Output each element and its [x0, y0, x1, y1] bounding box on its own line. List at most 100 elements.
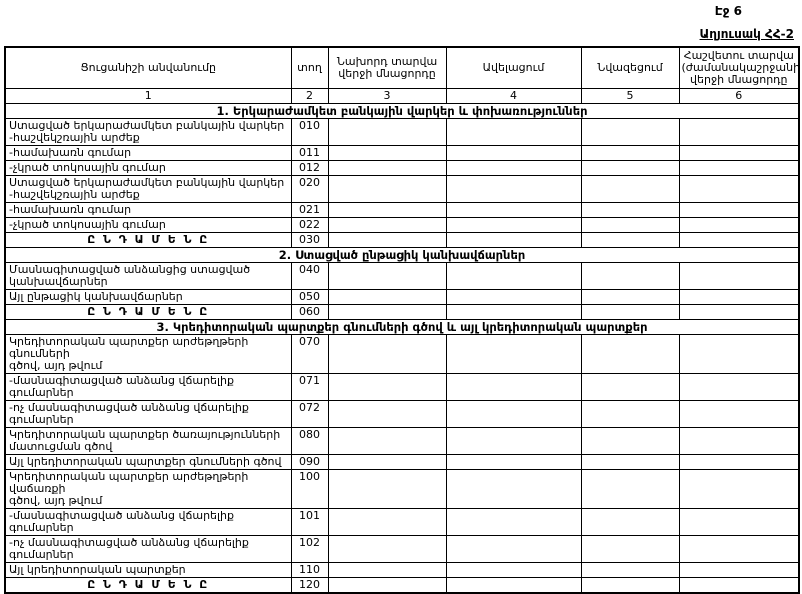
value-cell — [678, 373, 800, 401]
value-cell — [327, 145, 447, 161]
col-header-indicator-name: Ցուցանիշի անվանումը — [4, 46, 292, 89]
indicator-label: Մասնագիտացված անձանցից ստացված կանխավճար… — [4, 262, 292, 290]
total-row: Ը Ն Դ Ա Մ Ե Ն Ը 060 — [4, 304, 800, 320]
row-code: 102 — [290, 535, 329, 563]
total-label: Ը Ն Դ Ա Մ Ե Ն Ը — [4, 577, 292, 594]
value-cell — [580, 334, 680, 374]
value-cell — [580, 535, 680, 563]
column-number-3: 3 — [327, 88, 447, 104]
value-cell — [327, 577, 447, 594]
value-cell — [327, 535, 447, 563]
page-header: Էջ 6 Աղյուսակ ՀՀ-2 — [0, 0, 802, 41]
indicator-label: Ստացված երկարաժամկետ բանկային վարկեր -հա… — [4, 118, 292, 146]
value-cell — [327, 118, 447, 146]
value-cell — [445, 289, 582, 305]
value-cell — [580, 175, 680, 203]
value-cell — [445, 508, 582, 536]
item-row: Կրեդիտորական պարտքեր արժեթղթերի գնումներ… — [4, 334, 800, 374]
total-row: Ը Ն Դ Ա Մ Ե Ն Ը 030 — [4, 232, 800, 248]
value-cell — [580, 289, 680, 305]
item-row: Ստացված երկարաժամկետ բանկային վարկեր -հա… — [4, 118, 800, 146]
row-code: 060 — [290, 304, 329, 320]
value-cell — [445, 217, 582, 233]
value-cell — [580, 118, 680, 146]
value-cell — [445, 373, 582, 401]
value-cell — [445, 535, 582, 563]
value-cell — [445, 145, 582, 161]
row-code: 021 — [290, 202, 329, 218]
value-cell — [445, 469, 582, 509]
value-cell — [445, 577, 582, 594]
item-row: Այլ ընթացիկ կանխավճարներ 050 — [4, 289, 800, 305]
value-cell — [580, 232, 680, 248]
indicator-label: Այլ կրեդիտորական պարտքեր գնումների գծով — [4, 454, 292, 470]
value-cell — [580, 217, 680, 233]
value-cell — [327, 427, 447, 455]
value-cell — [445, 262, 582, 290]
col-header-prev-year-balance: Նախորդ տարվա վերջի մնացորդը — [327, 46, 447, 89]
value-cell — [580, 562, 680, 578]
value-cell — [580, 454, 680, 470]
page-number-label: Էջ 6 — [714, 4, 742, 18]
table-body: 1. Երկարաժամկետ բանկային վարկեր և փոխառո… — [4, 103, 800, 594]
item-row: -համախառն գումար 011 — [4, 145, 800, 161]
row-code: 030 — [290, 232, 329, 248]
header-row: Ցուցանիշի անվանումը տող Նախորդ տարվա վեր… — [4, 46, 800, 89]
item-row: Կրեդիտորական պարտքեր արժեթղթերի վաճառքի … — [4, 469, 800, 509]
indicator-label: -ոչ մասնագիտացված անձանց վճարելիք գումար… — [4, 535, 292, 563]
value-cell — [678, 118, 800, 146]
indicator-label: -մասնագիտացված անձանց վճարելիք գումարներ — [4, 373, 292, 401]
value-cell — [327, 175, 447, 203]
section-title: 2. Ստացված ընթացիկ կանխավճարներ — [4, 247, 800, 263]
value-cell — [678, 202, 800, 218]
item-row: Ստացված երկարաժամկետ բանկային վարկեր -հա… — [4, 175, 800, 203]
row-code: 012 — [290, 160, 329, 176]
indicator-label: -մասնագիտացված անձանց վճարելիք գումարներ — [4, 508, 292, 536]
total-row: Ը Ն Դ Ա Մ Ե Ն Ը 120 — [4, 577, 800, 594]
item-row: Մասնագիտացված անձանցից ստացված կանխավճար… — [4, 262, 800, 290]
value-cell — [678, 304, 800, 320]
value-cell — [678, 262, 800, 290]
value-cell — [678, 577, 800, 594]
section-title: 3. Կրեդիտորական պարտքեր գնումների գծով և… — [4, 319, 800, 335]
value-cell — [327, 334, 447, 374]
indicator-label: Այլ ընթացիկ կանխավճարներ — [4, 289, 292, 305]
indicator-label: Կրեդիտորական պարտքեր արժեթղթերի վաճառքի … — [4, 469, 292, 509]
indicator-label: -չկրած տոկոսային գումար — [4, 217, 292, 233]
value-cell — [580, 160, 680, 176]
indicator-label: Ստացված երկարաժամկետ բանկային վարկեր -հա… — [4, 175, 292, 203]
item-row: -չկրած տոկոսային գումար 012 — [4, 160, 800, 176]
value-cell — [678, 400, 800, 428]
row-code: 011 — [290, 145, 329, 161]
value-cell — [678, 145, 800, 161]
value-cell — [678, 562, 800, 578]
value-cell — [678, 232, 800, 248]
item-row: -ոչ մասնագիտացված անձանց վճարելիք գումար… — [4, 400, 800, 428]
indicator-label: -համախառն գումար — [4, 145, 292, 161]
value-cell — [678, 508, 800, 536]
value-cell — [327, 217, 447, 233]
row-code: 071 — [290, 373, 329, 401]
value-cell — [445, 160, 582, 176]
row-code: 072 — [290, 400, 329, 428]
indicator-label: -ոչ մասնագիտացված անձանց վճարելիք գումար… — [4, 400, 292, 428]
item-row: -չկրած տոկոսային գումար 022 — [4, 217, 800, 233]
value-cell — [678, 535, 800, 563]
value-cell — [678, 289, 800, 305]
indicator-label: -չկրած տոկոսային գումար — [4, 160, 292, 176]
value-cell — [327, 202, 447, 218]
total-label: Ը Ն Դ Ա Մ Ե Ն Ը — [4, 232, 292, 248]
value-cell — [445, 427, 582, 455]
value-cell — [327, 289, 447, 305]
col-header-decrease: Նվազեցում — [580, 46, 680, 89]
value-cell — [580, 577, 680, 594]
value-cell — [678, 469, 800, 509]
value-cell — [445, 118, 582, 146]
value-cell — [445, 304, 582, 320]
value-cell — [445, 562, 582, 578]
value-cell — [580, 373, 680, 401]
row-code: 090 — [290, 454, 329, 470]
col-header-row-code: տող — [290, 46, 329, 89]
row-code: 100 — [290, 469, 329, 509]
